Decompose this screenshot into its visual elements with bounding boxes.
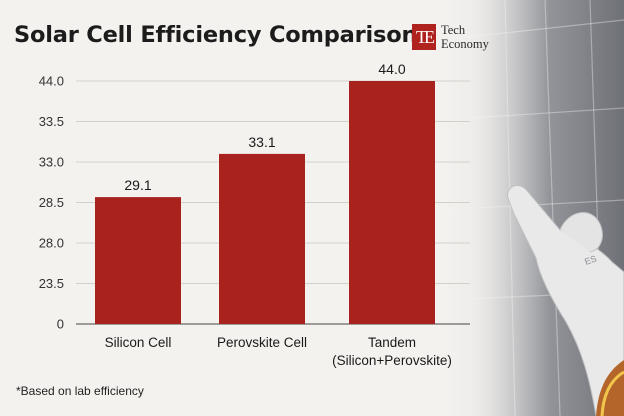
logo-text: Tech Economy xyxy=(441,23,489,51)
x-category-label: Silicon Cell xyxy=(105,335,172,350)
y-tick-label: 33.0 xyxy=(39,155,64,170)
footnote: *Based on lab efficiency xyxy=(16,384,144,398)
bar-value-label: 33.1 xyxy=(248,134,275,150)
bar xyxy=(219,153,305,324)
svg-text:ES: ES xyxy=(583,253,598,267)
y-tick-label: 28.0 xyxy=(39,236,64,251)
y-tick-label: 33.5 xyxy=(39,114,64,129)
x-category-label: Perovskite Cell xyxy=(217,335,307,350)
y-tick-label: 23.5 xyxy=(39,276,64,291)
tech-economy-logo: TE Tech Economy xyxy=(412,21,522,55)
chart-title: Solar Cell Efficiency Comparison xyxy=(14,22,418,48)
logo-mark: TE xyxy=(412,24,436,50)
glove-hand: ES xyxy=(507,184,624,416)
data-labels: 29.1 33.1 44.0 xyxy=(124,61,405,193)
logo-line-economy: Economy xyxy=(441,37,489,51)
bar xyxy=(349,81,435,324)
y-tick-label: 28.5 xyxy=(39,195,64,210)
y-tick-label: 0 xyxy=(57,317,64,332)
bars xyxy=(95,81,435,324)
bar-value-label: 44.0 xyxy=(378,61,405,77)
logo-line-tech: Tech xyxy=(441,23,466,37)
x-category-label: Tandem xyxy=(368,335,416,350)
y-axis-ticks: 0 23.5 28.0 28.5 33.0 33.5 44.0 xyxy=(39,74,64,332)
x-category-label: (Silicon+Perovskite) xyxy=(332,353,452,368)
category-labels: Silicon Cell Perovskite Cell Tandem (Silico… xyxy=(105,335,452,368)
y-tick-label: 44.0 xyxy=(39,74,64,89)
bar xyxy=(95,197,181,324)
bar-value-label: 29.1 xyxy=(124,177,151,193)
